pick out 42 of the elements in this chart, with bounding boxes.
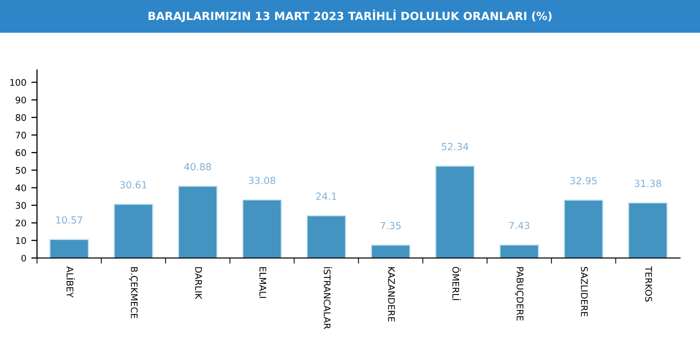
x-tick-label: İSTRANCALAR <box>324 267 332 329</box>
bar <box>114 204 154 258</box>
data-label: 31.38 <box>634 180 662 188</box>
x-tick-label: PABUÇDERE <box>515 267 524 321</box>
data-label: 7.43 <box>509 222 530 230</box>
y-tick-label: 10 <box>16 237 26 244</box>
data-label: 24.1 <box>316 192 336 200</box>
bar <box>178 186 218 258</box>
bar <box>564 200 604 258</box>
x-tick-label: ELMALI <box>260 267 266 298</box>
bar <box>499 244 540 258</box>
x-tick-label: DARLIK <box>195 267 202 300</box>
chart-title: BARAJLARIMIZIN 13 MART 2023 TARİHLİ DOLULUK ORANLARI (%) <box>148 10 552 22</box>
y-tick-label: 70 <box>16 132 26 139</box>
y-tick-label: 20 <box>16 220 26 226</box>
data-label: 10.57 <box>56 216 82 224</box>
y-tick-label: 0 <box>21 254 26 262</box>
bar <box>370 244 410 258</box>
x-tick-label: B.ÇEKMECE <box>129 267 138 318</box>
x-tick-label: ALİBEY <box>66 266 75 298</box>
x-tick-label: TERKOS <box>645 266 652 302</box>
data-label: 33.08 <box>248 176 276 184</box>
y-tick-label: 30 <box>16 202 26 209</box>
data-label: 40.88 <box>184 163 211 170</box>
bar <box>242 199 282 258</box>
y-tick-label: 40 <box>16 184 26 192</box>
x-tick-label: KAZANDERE <box>388 267 395 322</box>
bar <box>49 238 89 258</box>
bar <box>628 202 668 258</box>
data-label: 32.95 <box>570 176 597 184</box>
bar <box>435 165 475 258</box>
y-tick-label: 100 <box>10 79 26 86</box>
y-tick-label: 60 <box>16 149 26 156</box>
y-tick-label: 50 <box>16 166 26 174</box>
x-tick-label: ÖMERLİ <box>452 266 461 300</box>
data-label: 52.34 <box>442 142 468 150</box>
bar <box>306 215 346 258</box>
data-label: 7.35 <box>380 222 401 230</box>
data-label: 30.61 <box>120 181 146 188</box>
y-tick-label: 90 <box>16 96 26 104</box>
y-tick-label: 80 <box>16 114 26 121</box>
x-tick-label: SAZLIDERE <box>580 266 588 316</box>
